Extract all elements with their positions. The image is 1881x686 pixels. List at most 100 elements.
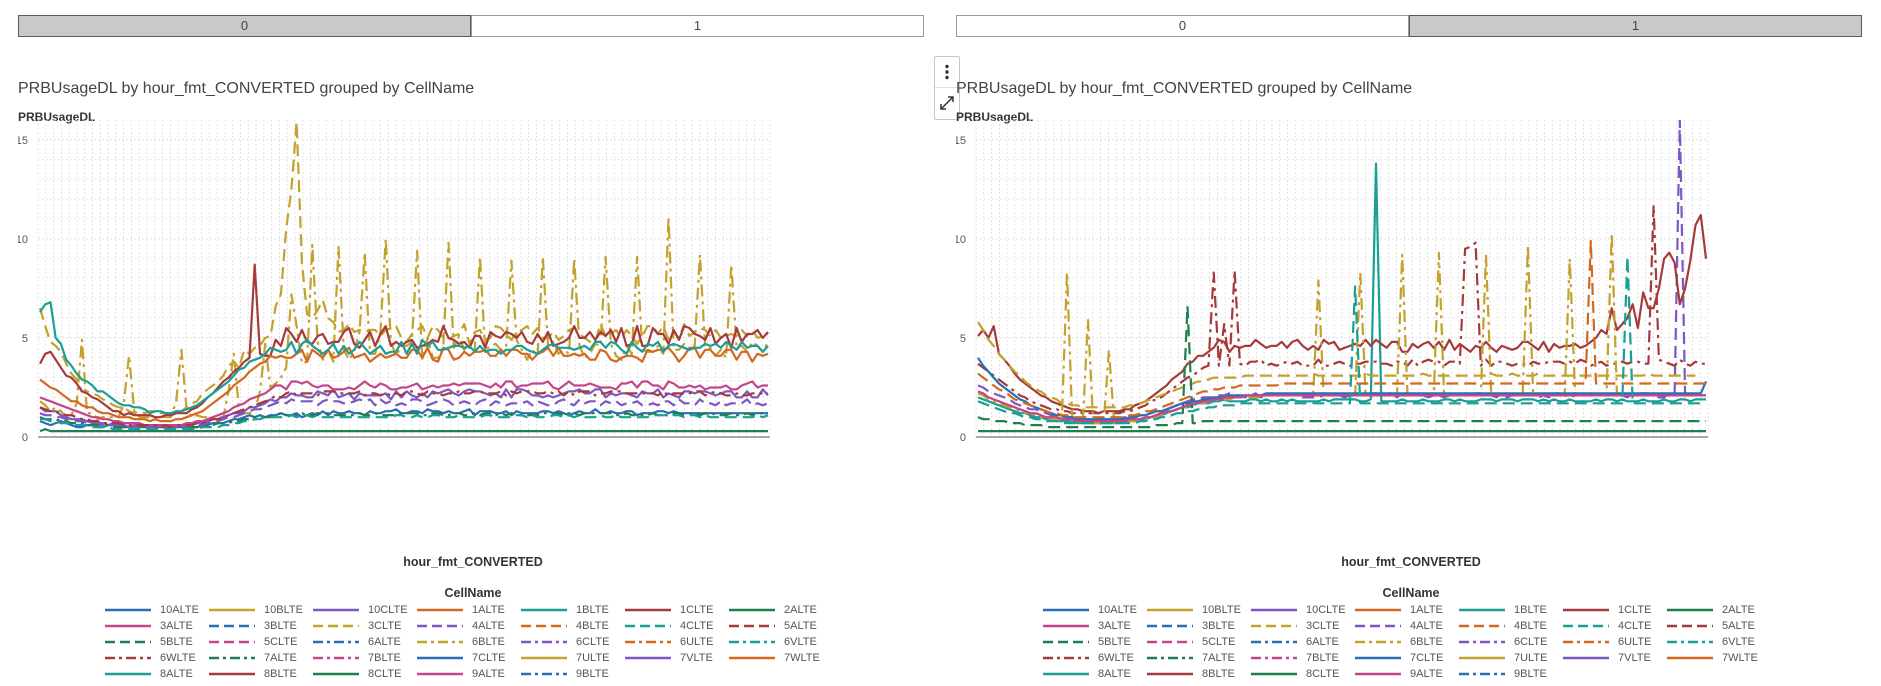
legend-item-3CLTE[interactable]: 3CLTE: [312, 618, 416, 634]
legend-item-8ALTE[interactable]: 8ALTE: [104, 666, 208, 682]
legend-item-6ALTE[interactable]: 6ALTE: [1250, 634, 1354, 650]
legend-item-10ALTE[interactable]: 10ALTE: [104, 602, 208, 618]
legend-item-4CLTE[interactable]: 4CLTE: [624, 618, 728, 634]
legend-item-4BLTE[interactable]: 4BLTE: [520, 618, 624, 634]
legend-item-6BLTE[interactable]: 6BLTE: [416, 634, 520, 650]
tab-1[interactable]: 1: [1409, 15, 1862, 37]
legend-item-1CLTE[interactable]: 1CLTE: [1562, 602, 1666, 618]
legend-item-7ALTE[interactable]: 7ALTE: [208, 650, 312, 666]
legend-item-3BLTE[interactable]: 3BLTE: [1146, 618, 1250, 634]
legend-item-6VLTE[interactable]: 6VLTE: [1666, 634, 1770, 650]
tab-1[interactable]: 1: [471, 15, 924, 37]
legend-item-5BLTE[interactable]: 5BLTE: [1042, 634, 1146, 650]
legend-item-10BLTE[interactable]: 10BLTE: [208, 602, 312, 618]
legend-label: 4ALTE: [472, 620, 505, 632]
legend-item-6CLTE[interactable]: 6CLTE: [520, 634, 624, 650]
legend-item-7WLTE[interactable]: 7WLTE: [728, 650, 832, 666]
legend-item-8BLTE[interactable]: 8BLTE: [1146, 666, 1250, 682]
legend-label: 7WLTE: [1722, 652, 1758, 664]
legend-item-4CLTE[interactable]: 4CLTE: [1562, 618, 1666, 634]
legend-item-5CLTE[interactable]: 5CLTE: [1146, 634, 1250, 650]
legend-item-7BLTE[interactable]: 7BLTE: [312, 650, 416, 666]
legend-item-3CLTE[interactable]: 3CLTE: [1250, 618, 1354, 634]
legend-item-1BLTE[interactable]: 1BLTE: [520, 602, 624, 618]
legend-item-7CLTE[interactable]: 7CLTE: [416, 650, 520, 666]
series-line-3CLTE: [38, 120, 769, 415]
legend-item-9BLTE[interactable]: 9BLTE: [520, 666, 624, 682]
tab-0[interactable]: 0: [956, 15, 1409, 37]
series-line-8ALTE: [40, 414, 769, 431]
legend-item-7ULTE[interactable]: 7ULTE: [520, 650, 624, 666]
legend-item-1ALTE[interactable]: 1ALTE: [1354, 602, 1458, 618]
legend-item-7WLTE[interactable]: 7WLTE: [1666, 650, 1770, 666]
legend-item-6CLTE[interactable]: 6CLTE: [1458, 634, 1562, 650]
legend-swatch: [1355, 608, 1401, 612]
legend-item-7ULTE[interactable]: 7ULTE: [1458, 650, 1562, 666]
legend-item-5ALTE[interactable]: 5ALTE: [728, 618, 832, 634]
legend-item-9ALTE[interactable]: 9ALTE: [416, 666, 520, 682]
legend-item-6ULTE[interactable]: 6ULTE: [624, 634, 728, 650]
legend-item-1ALTE[interactable]: 1ALTE: [416, 602, 520, 618]
y-tick-label: 5: [22, 333, 28, 345]
legend-item-6VLTE[interactable]: 6VLTE: [728, 634, 832, 650]
line-chart: 0 5 10 15: [956, 120, 1709, 444]
chart-toolbox: [934, 56, 960, 120]
legend-swatch: [729, 624, 775, 628]
series-line-6WLTE: [977, 204, 1706, 415]
legend-item-1BLTE[interactable]: 1BLTE: [1458, 602, 1562, 618]
legend-item-8CLTE[interactable]: 8CLTE: [312, 666, 416, 682]
legend-item-10CLTE[interactable]: 10CLTE: [1250, 602, 1354, 618]
legend-item-2ALTE[interactable]: 2ALTE: [728, 602, 832, 618]
series-group: [38, 120, 769, 433]
legend-item-9BLTE[interactable]: 9BLTE: [1458, 666, 1562, 682]
legend-label: 8BLTE: [1202, 668, 1235, 680]
legend-item-10ALTE[interactable]: 10ALTE: [1042, 602, 1146, 618]
series-line-2ALTE: [39, 428, 768, 433]
legend-item-3ALTE[interactable]: 3ALTE: [104, 618, 208, 634]
legend-item-8CLTE[interactable]: 8CLTE: [1250, 666, 1354, 682]
chart-panel-0: 0 1 PRBUsageDL by hour_fmt_CONVERTED gro…: [18, 0, 960, 686]
legend-item-6WLTE[interactable]: 6WLTE: [1042, 650, 1146, 666]
legend-label: 5CLTE: [1202, 636, 1236, 648]
series-line-10ALTE: [977, 357, 1708, 421]
legend-item-6ALTE[interactable]: 6ALTE: [312, 634, 416, 650]
legend-label: 6ALTE: [1306, 636, 1339, 648]
legend-label: 7BLTE: [1306, 652, 1339, 664]
legend-item-9ALTE[interactable]: 9ALTE: [1354, 666, 1458, 682]
legend-item-7CLTE[interactable]: 7CLTE: [1354, 650, 1458, 666]
tab-bar: 0 1: [18, 15, 924, 37]
legend-item-10BLTE[interactable]: 10BLTE: [1146, 602, 1250, 618]
legend-swatch: [1459, 608, 1505, 612]
legend-item-3ALTE[interactable]: 3ALTE: [1042, 618, 1146, 634]
legend-item-3BLTE[interactable]: 3BLTE: [208, 618, 312, 634]
y-axis-label: PRBUsageDL: [956, 110, 1034, 124]
legend-item-10CLTE[interactable]: 10CLTE: [312, 602, 416, 618]
expand-icon[interactable]: [935, 87, 959, 118]
legend-item-5CLTE[interactable]: 5CLTE: [208, 634, 312, 650]
legend-item-7VLTE[interactable]: 7VLTE: [1562, 650, 1666, 666]
legend-swatch: [1043, 640, 1089, 644]
legend-label: 6WLTE: [1098, 652, 1134, 664]
legend-swatch: [1667, 640, 1713, 644]
y-tick-label: 0: [960, 432, 966, 444]
legend-item-4ALTE[interactable]: 4ALTE: [1354, 618, 1458, 634]
legend-item-7ALTE[interactable]: 7ALTE: [1146, 650, 1250, 666]
legend-item-8ALTE[interactable]: 8ALTE: [1042, 666, 1146, 682]
legend-item-5BLTE[interactable]: 5BLTE: [104, 634, 208, 650]
tab-0[interactable]: 0: [18, 15, 471, 37]
more-vertical-icon[interactable]: [935, 57, 959, 87]
legend-item-6WLTE[interactable]: 6WLTE: [104, 650, 208, 666]
legend-item-7BLTE[interactable]: 7BLTE: [1250, 650, 1354, 666]
legend-swatch: [1147, 640, 1193, 644]
legend-item-5ALTE[interactable]: 5ALTE: [1666, 618, 1770, 634]
legend-item-8BLTE[interactable]: 8BLTE: [208, 666, 312, 682]
legend-item-7VLTE[interactable]: 7VLTE: [624, 650, 728, 666]
legend-item-4BLTE[interactable]: 4BLTE: [1458, 618, 1562, 634]
legend-item-4ALTE[interactable]: 4ALTE: [416, 618, 520, 634]
legend-item-6ULTE[interactable]: 6ULTE: [1562, 634, 1666, 650]
legend-item-2ALTE[interactable]: 2ALTE: [1666, 602, 1770, 618]
legend-swatch: [1147, 624, 1193, 628]
legend-item-6BLTE[interactable]: 6BLTE: [1354, 634, 1458, 650]
legend-item-1CLTE[interactable]: 1CLTE: [624, 602, 728, 618]
legend-swatch: [729, 640, 775, 644]
